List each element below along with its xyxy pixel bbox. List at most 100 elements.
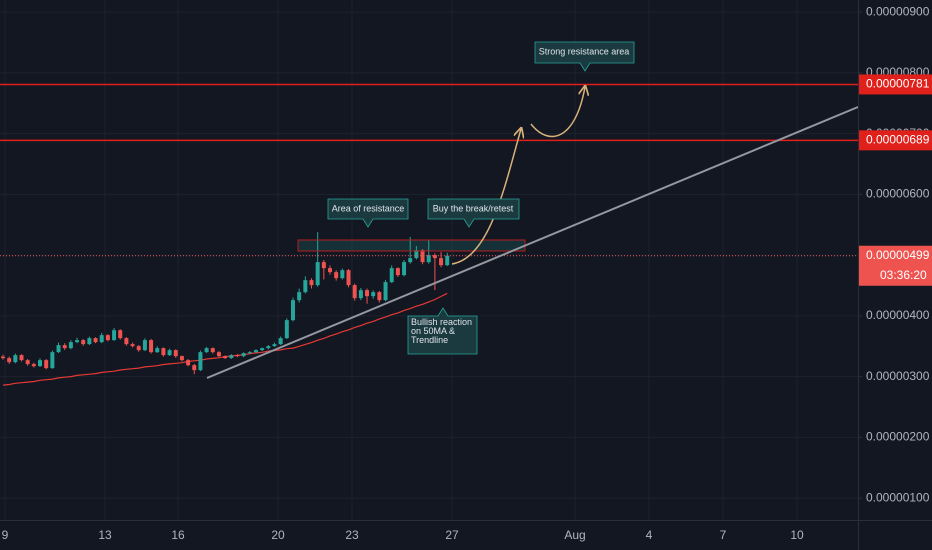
- candle-body: [38, 360, 43, 367]
- candle-body: [315, 262, 320, 286]
- candle-body: [266, 346, 271, 349]
- candle-body: [186, 360, 191, 366]
- candle-body: [179, 356, 184, 361]
- countdown: 03:36:20: [880, 268, 927, 282]
- candle-body: [173, 350, 178, 357]
- candle-body: [229, 355, 234, 359]
- x-tick-label: 9: [2, 528, 9, 542]
- candle-body: [93, 338, 98, 343]
- candle-body: [130, 344, 135, 347]
- candle-body: [241, 353, 246, 357]
- x-tick-label: 23: [345, 528, 359, 542]
- y-tick-label: 0.00000100: [866, 490, 930, 504]
- annotation-box: Bullish reaction on 50MA & Trendline: [411, 318, 473, 345]
- candle-body: [7, 358, 12, 363]
- y-tick-label: 0.00000900: [866, 4, 930, 18]
- candle-body: [198, 352, 203, 371]
- callout: Area of resistance: [327, 198, 409, 228]
- candle-body: [377, 292, 382, 301]
- candle-body: [346, 270, 351, 286]
- candle-body: [365, 290, 370, 297]
- candle-body: [247, 352, 252, 354]
- x-tick-label: 16: [171, 528, 185, 542]
- x-axis-panel: [0, 520, 932, 550]
- candle-body: [112, 330, 117, 341]
- candle-body: [124, 338, 129, 345]
- x-tick-label: 13: [98, 528, 112, 542]
- candle-body: [136, 346, 141, 351]
- candle-body: [223, 356, 228, 359]
- candle-body: [328, 268, 333, 273]
- drawings: Area of resistance Buy the break/retest …: [206, 41, 859, 379]
- candle-body: [358, 290, 363, 299]
- candle-body: [309, 280, 314, 286]
- candle-body: [216, 352, 221, 357]
- y-tick-label: 0.00000300: [866, 369, 930, 383]
- y-tick-label: 0.00000600: [866, 187, 930, 201]
- x-tick-label: 4: [646, 528, 653, 542]
- candle-body: [204, 348, 209, 353]
- candle-body: [81, 340, 86, 345]
- candle-body: [402, 262, 407, 276]
- candle-body: [56, 345, 61, 353]
- candle-body: [105, 335, 110, 341]
- projection-arrow: [530, 87, 585, 138]
- candle-body: [278, 338, 283, 345]
- x-tick-label: 10: [790, 528, 804, 542]
- annotation: Area of resistance: [332, 203, 405, 213]
- current-price-label: 0.00000499: [866, 248, 930, 262]
- candle-body: [13, 355, 18, 363]
- candle-body: [445, 255, 450, 266]
- candle-body: [235, 355, 240, 357]
- candle-body: [297, 292, 302, 301]
- plot: [0, 83, 858, 386]
- candle-body: [75, 340, 80, 343]
- resistance-zone: [297, 239, 526, 252]
- candle-body: [142, 340, 147, 351]
- candle-body: [303, 280, 308, 293]
- annotation: Strong resistance area: [539, 46, 630, 56]
- x-tick-label: 27: [445, 528, 459, 542]
- candle-body: [321, 262, 326, 269]
- annotation: Bullish reaction on 50MA & Trendline: [411, 318, 473, 345]
- candle-body: [352, 285, 357, 299]
- candle-body: [68, 342, 73, 349]
- level-label: 0.00000781: [866, 77, 930, 91]
- candle-body: [340, 270, 345, 279]
- candle-body: [149, 340, 154, 353]
- candle-body: [408, 258, 413, 263]
- candle-body: [25, 360, 30, 365]
- level-label-bg: [859, 130, 932, 151]
- callout: Buy the break/retest: [427, 198, 520, 228]
- candle-body: [44, 360, 49, 369]
- trendline: [206, 106, 859, 379]
- candle-body: [192, 365, 197, 371]
- candle-body: [155, 348, 160, 353]
- candle-body: [167, 350, 172, 356]
- candle-body: [19, 355, 24, 361]
- candle-body: [31, 364, 36, 367]
- candle-body: [99, 335, 104, 343]
- y-tick-label: 0.00000200: [866, 430, 930, 444]
- candle-body: [161, 348, 166, 356]
- candle-body: [210, 348, 215, 353]
- candle-body: [371, 292, 376, 297]
- candle-body: [432, 255, 437, 259]
- callout: Strong resistance area: [534, 41, 635, 72]
- candle-body: [383, 282, 388, 301]
- candle-body: [62, 345, 67, 349]
- annotation: Buy the break/retest: [433, 203, 514, 213]
- level-label-bg: [859, 74, 932, 95]
- candle-body: [395, 268, 400, 276]
- candle-body: [260, 348, 265, 351]
- candle-body: [50, 352, 55, 369]
- y-tick-label: 0.00000400: [866, 308, 930, 322]
- candle-body: [334, 272, 339, 279]
- candle-body: [290, 300, 295, 321]
- candle-body: [284, 320, 289, 339]
- callout: Bullish reaction on 50MA & Trendline: [407, 307, 478, 355]
- x-tick-label: 20: [271, 528, 285, 542]
- level-label: 0.00000689: [866, 132, 930, 146]
